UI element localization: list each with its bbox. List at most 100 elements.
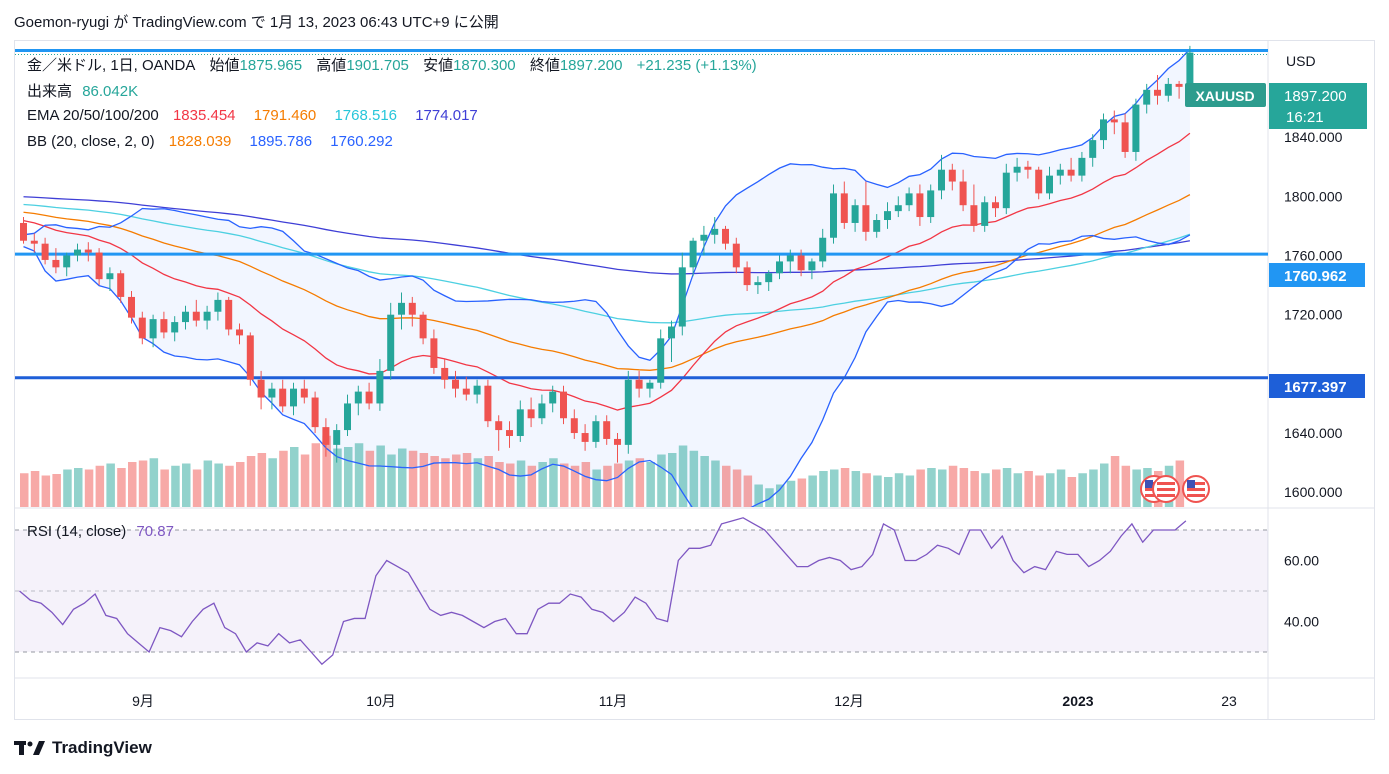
candle-body[interactable]: [311, 397, 319, 428]
candle-body[interactable]: [138, 317, 146, 339]
candle-body[interactable]: [52, 259, 60, 268]
candle-body[interactable]: [948, 169, 956, 182]
price-axis[interactable]: 1840.000 1800.000 1760.000 1720.000 1640.000…: [1284, 129, 1343, 500]
legend-volume[interactable]: 出来高 86.042K: [27, 80, 144, 101]
candle-body[interactable]: [300, 388, 308, 398]
candle-body[interactable]: [1164, 83, 1172, 96]
candle-body[interactable]: [398, 302, 405, 315]
candle-body[interactable]: [657, 338, 665, 383]
candle-body[interactable]: [30, 240, 38, 244]
candle-body[interactable]: [970, 205, 978, 226]
candle-body[interactable]: [1132, 104, 1140, 152]
candle-body[interactable]: [95, 252, 103, 280]
candle-body[interactable]: [452, 379, 459, 389]
candle-body[interactable]: [689, 240, 697, 268]
candle-body[interactable]: [927, 190, 935, 218]
candle-body[interactable]: [1175, 83, 1183, 87]
rsi-axis[interactable]: 60.00 40.00: [1284, 553, 1319, 630]
candle-body[interactable]: [549, 391, 557, 404]
candle-body[interactable]: [322, 427, 330, 445]
us-event-icon[interactable]: [1182, 475, 1210, 503]
legend-rsi[interactable]: RSI (14, close) 70.87: [27, 523, 180, 540]
candle-body[interactable]: [1067, 169, 1075, 176]
candle-body[interactable]: [279, 388, 287, 407]
candle-body[interactable]: [992, 202, 999, 209]
candle-body[interactable]: [408, 302, 416, 315]
candle-body[interactable]: [41, 243, 49, 260]
candle-body[interactable]: [538, 403, 546, 419]
candle-body[interactable]: [225, 299, 233, 330]
candle-body[interactable]: [1056, 169, 1064, 176]
candle-body[interactable]: [203, 311, 211, 321]
candle-body[interactable]: [592, 421, 600, 442]
candle-body[interactable]: [20, 222, 27, 241]
candle-body[interactable]: [722, 228, 729, 244]
candle-body[interactable]: [290, 388, 297, 407]
candle-body[interactable]: [884, 211, 891, 221]
candle-body[interactable]: [851, 205, 859, 223]
candle-body[interactable]: [678, 267, 686, 327]
candle-body[interactable]: [959, 181, 967, 206]
candle-body[interactable]: [354, 391, 362, 404]
candle-body[interactable]: [236, 329, 243, 336]
candle-body[interactable]: [797, 255, 805, 271]
candle-body[interactable]: [246, 335, 254, 380]
candle-body[interactable]: [1024, 166, 1032, 170]
candle-body[interactable]: [527, 409, 535, 419]
candle-body[interactable]: [560, 391, 567, 419]
candle-body[interactable]: [754, 282, 762, 286]
candle-body[interactable]: [171, 322, 179, 333]
candle-body[interactable]: [1154, 89, 1161, 96]
candle-body[interactable]: [1035, 169, 1043, 194]
legend-symbol[interactable]: 金／米ドル, 1日, OANDA: [27, 57, 196, 74]
candle-body[interactable]: [214, 299, 222, 312]
candle-body[interactable]: [786, 255, 794, 262]
candle-body[interactable]: [711, 228, 719, 235]
candle-body[interactable]: [894, 205, 902, 212]
candle-body[interactable]: [1100, 119, 1107, 141]
candle-body[interactable]: [84, 249, 92, 253]
candle-body[interactable]: [873, 220, 881, 232]
candle-body[interactable]: [268, 388, 276, 398]
candle-body[interactable]: [441, 367, 449, 380]
candle-body[interactable]: [333, 430, 341, 445]
legend-bb[interactable]: BB (20, close, 2, 0) 1828.039 1895.786 1…: [27, 133, 399, 150]
candle-body[interactable]: [1121, 122, 1129, 152]
candle-body[interactable]: [765, 273, 773, 283]
legend-ema[interactable]: EMA 20/50/100/200 1835.454 1791.460 1768…: [27, 107, 484, 124]
candle-body[interactable]: [1089, 140, 1097, 158]
candle-body[interactable]: [743, 267, 751, 286]
candle-body[interactable]: [1002, 172, 1010, 209]
candle-body[interactable]: [192, 311, 200, 321]
candle-body[interactable]: [365, 391, 373, 404]
candle-body[interactable]: [830, 193, 837, 238]
candle-body[interactable]: [182, 311, 189, 323]
candle-body[interactable]: [862, 205, 870, 232]
candle-body[interactable]: [74, 249, 81, 256]
candle-body[interactable]: [149, 319, 157, 339]
candle-body[interactable]: [430, 338, 438, 368]
candle-body[interactable]: [387, 314, 395, 371]
candle-body[interactable]: [63, 255, 71, 268]
candle-body[interactable]: [484, 385, 492, 422]
candle-body[interactable]: [376, 370, 384, 404]
candle-body[interactable]: [1143, 89, 1151, 105]
main-pane[interactable]: [15, 45, 1268, 522]
candle-body[interactable]: [516, 409, 524, 436]
candle-body[interactable]: [624, 379, 632, 445]
candle-body[interactable]: [495, 421, 503, 431]
candle-body[interactable]: [344, 403, 351, 431]
candle-body[interactable]: [257, 379, 265, 398]
candle-body[interactable]: [776, 261, 783, 274]
candle-body[interactable]: [635, 379, 643, 389]
footer-brand[interactable]: TradingView: [14, 738, 152, 758]
candle-body[interactable]: [938, 169, 945, 191]
candle-body[interactable]: [1013, 166, 1021, 173]
candle-body[interactable]: [819, 237, 827, 262]
candle-body[interactable]: [128, 296, 135, 318]
candle-body[interactable]: [570, 418, 578, 434]
candle-body[interactable]: [646, 382, 654, 389]
candle-body[interactable]: [506, 430, 513, 436]
candle-body[interactable]: [117, 273, 125, 297]
